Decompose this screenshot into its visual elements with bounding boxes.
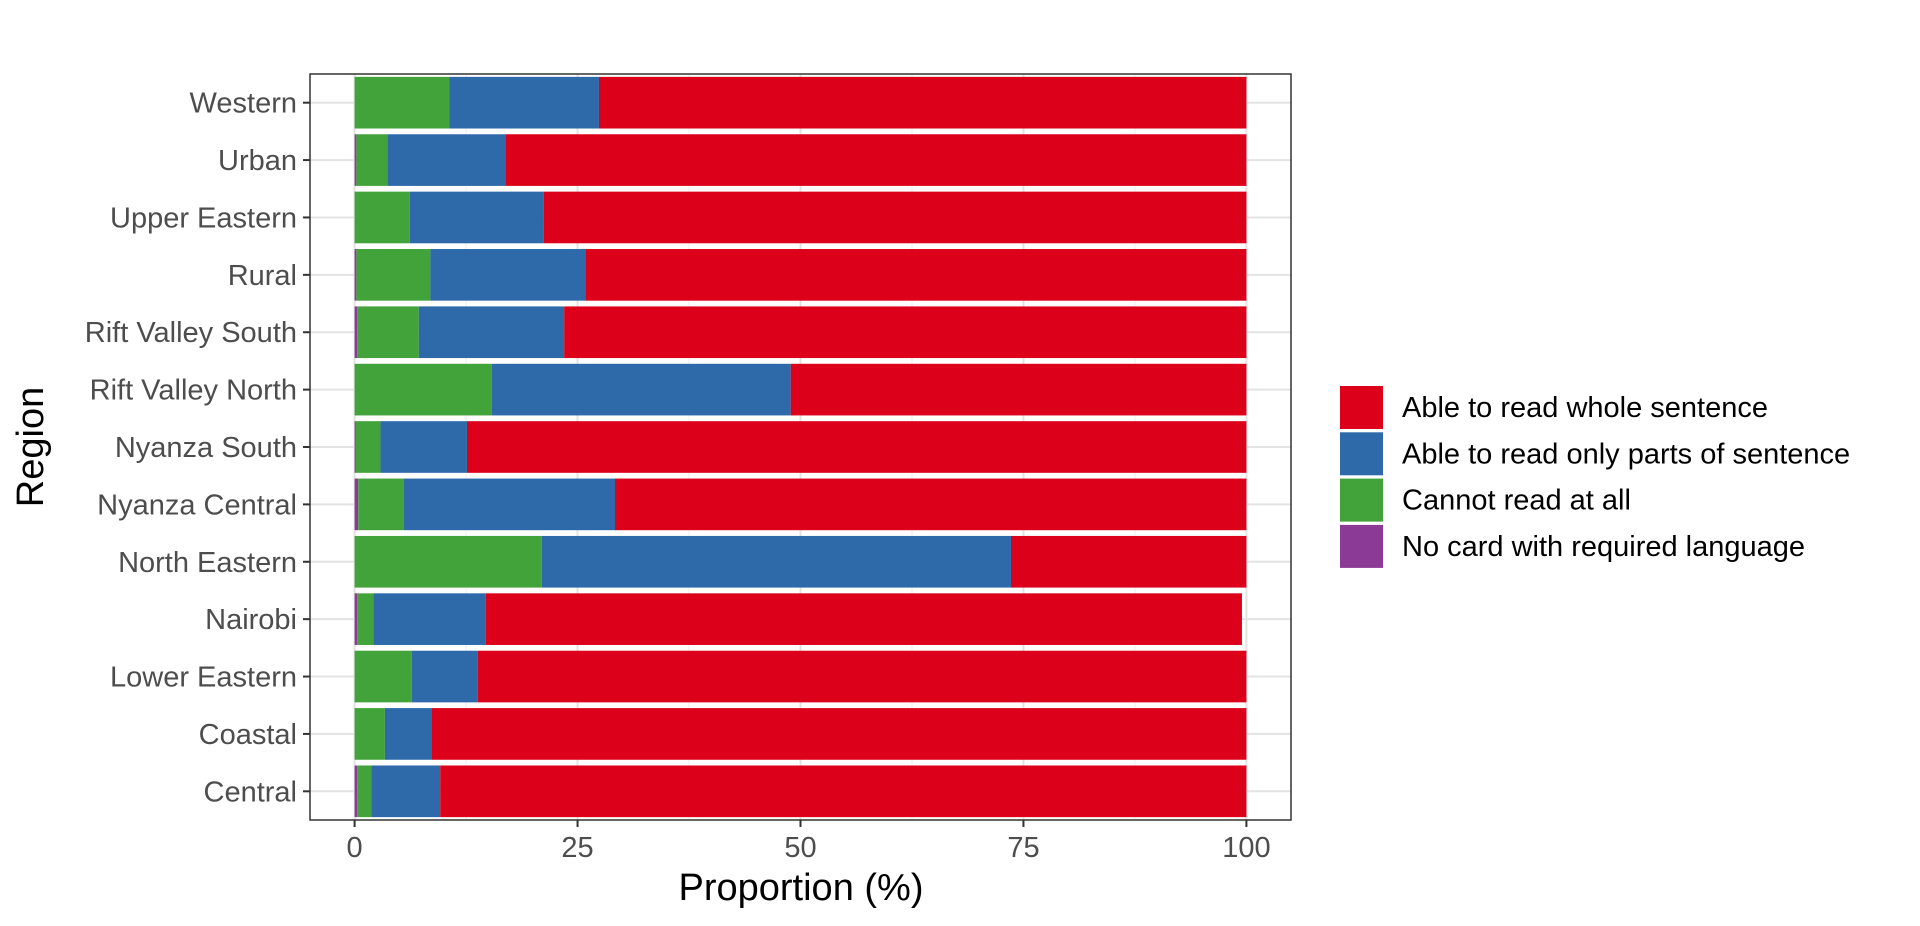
bar-segment-cannot-read-at-all — [354, 708, 385, 760]
bar-segment-able-to-read-whole-sentence — [564, 306, 1247, 359]
legend-item: Able to read whole sentence — [1340, 386, 1768, 429]
bar-segment-cannot-read-at-all — [354, 363, 492, 416]
bar-segment-able-to-read-only-parts-of-sentence — [449, 76, 599, 129]
bar-segment-no-card-with-required-language — [354, 593, 358, 645]
bar-segment-cannot-read-at-all — [357, 306, 419, 359]
bar-segment-cannot-read-at-all — [354, 535, 542, 588]
legend-label: No card with required language — [1402, 531, 1805, 563]
x-axis: 0 25 50 75 100 — [347, 820, 1271, 864]
legend-item: Able to read only parts of sentence — [1340, 432, 1850, 476]
x-tick-label: 25 — [561, 832, 593, 864]
y-tick-label: North Eastern — [118, 547, 297, 579]
bar-segment-able-to-read-only-parts-of-sentence — [403, 478, 616, 531]
bar-segment-able-to-read-only-parts-of-sentence — [411, 650, 478, 703]
bar-segment-cannot-read-at-all — [358, 478, 404, 531]
legend-key — [1340, 386, 1383, 429]
bar-segment-able-to-read-whole-sentence — [1010, 535, 1247, 588]
legend: Able to read whole sentence Able to read … — [1340, 386, 1850, 568]
y-tick-label: Rift Valley North — [90, 375, 297, 407]
legend-label: Cannot read at all — [1402, 485, 1631, 517]
legend-key — [1340, 478, 1383, 522]
bars-group — [354, 76, 1247, 818]
x-tick-label: 100 — [1222, 832, 1270, 864]
y-tick-label: Upper Eastern — [110, 202, 297, 234]
y-tick-label: Rural — [228, 260, 297, 292]
bar-segment-cannot-read-at-all — [356, 249, 431, 301]
legend-item: Cannot read at all — [1340, 478, 1631, 522]
bar-segment-able-to-read-whole-sentence — [431, 708, 1247, 760]
bar-segment-able-to-read-whole-sentence — [585, 249, 1247, 301]
bar-segment-able-to-read-only-parts-of-sentence — [418, 306, 565, 359]
x-axis-title: Proportion (%) — [679, 867, 924, 909]
bar-segment-no-card-with-required-language — [354, 765, 358, 818]
y-axis-title: Region — [10, 387, 52, 507]
bar-segment-able-to-read-only-parts-of-sentence — [491, 363, 791, 416]
bar-segment-able-to-read-only-parts-of-sentence — [384, 708, 432, 760]
bar-segment-cannot-read-at-all — [354, 191, 410, 244]
bar-segment-no-card-with-required-language — [354, 134, 357, 186]
bar-segment-no-card-with-required-language — [354, 306, 358, 359]
bar-segment-able-to-read-only-parts-of-sentence — [371, 765, 441, 818]
bar-segment-no-card-with-required-language — [354, 478, 359, 531]
bar-segment-cannot-read-at-all — [356, 134, 388, 186]
bar-segment-cannot-read-at-all — [355, 421, 381, 473]
x-tick-label: 75 — [1007, 832, 1039, 864]
legend-key — [1340, 432, 1383, 476]
bar-segment-able-to-read-whole-sentence — [440, 765, 1247, 818]
y-tick-label: Central — [204, 776, 298, 808]
legend-key — [1340, 524, 1383, 568]
legend-label: Able to read whole sentence — [1402, 392, 1768, 424]
bar-segment-able-to-read-only-parts-of-sentence — [541, 535, 1011, 588]
bar-segment-able-to-read-only-parts-of-sentence — [373, 593, 486, 645]
y-tick-label: Coastal — [199, 719, 297, 751]
bar-segment-able-to-read-only-parts-of-sentence — [387, 134, 506, 186]
bar-segment-able-to-read-only-parts-of-sentence — [380, 421, 467, 473]
y-tick-label: Urban — [218, 145, 297, 177]
bar-segment-able-to-read-whole-sentence — [615, 478, 1247, 531]
bar-segment-able-to-read-whole-sentence — [485, 593, 1242, 645]
bar-segment-no-card-with-required-language — [354, 421, 356, 473]
bar-segment-cannot-read-at-all — [354, 650, 412, 703]
y-tick-label: Nyanza South — [115, 432, 297, 464]
bar-segment-able-to-read-whole-sentence — [466, 421, 1247, 473]
bar-segment-no-card-with-required-language — [354, 249, 357, 301]
bar-segment-cannot-read-at-all — [357, 593, 374, 645]
bar-segment-able-to-read-only-parts-of-sentence — [430, 249, 586, 301]
y-tick-label: Nairobi — [205, 604, 297, 636]
bar-segment-able-to-read-whole-sentence — [543, 191, 1247, 244]
y-tick-label: Western — [190, 88, 297, 120]
y-tick-label: Nyanza Central — [97, 489, 297, 521]
y-tick-label: Rift Valley South — [85, 317, 297, 349]
bar-segment-cannot-read-at-all — [354, 76, 450, 129]
legend-label: Able to read only parts of sentence — [1402, 438, 1850, 470]
legend-item: No card with required language — [1340, 524, 1805, 568]
bar-segment-able-to-read-whole-sentence — [598, 76, 1247, 129]
y-axis: Western Urban Upper Eastern Rural Rift Valle… — [85, 88, 310, 808]
bar-segment-able-to-read-whole-sentence — [790, 363, 1247, 416]
x-tick-label: 50 — [784, 832, 816, 864]
bar-segment-cannot-read-at-all — [357, 765, 372, 818]
bar-segment-able-to-read-whole-sentence — [477, 650, 1247, 703]
bar-segment-able-to-read-whole-sentence — [505, 134, 1247, 186]
bar-segment-able-to-read-only-parts-of-sentence — [409, 191, 544, 244]
y-tick-label: Lower Eastern — [110, 662, 297, 694]
x-tick-label: 0 — [347, 832, 363, 864]
